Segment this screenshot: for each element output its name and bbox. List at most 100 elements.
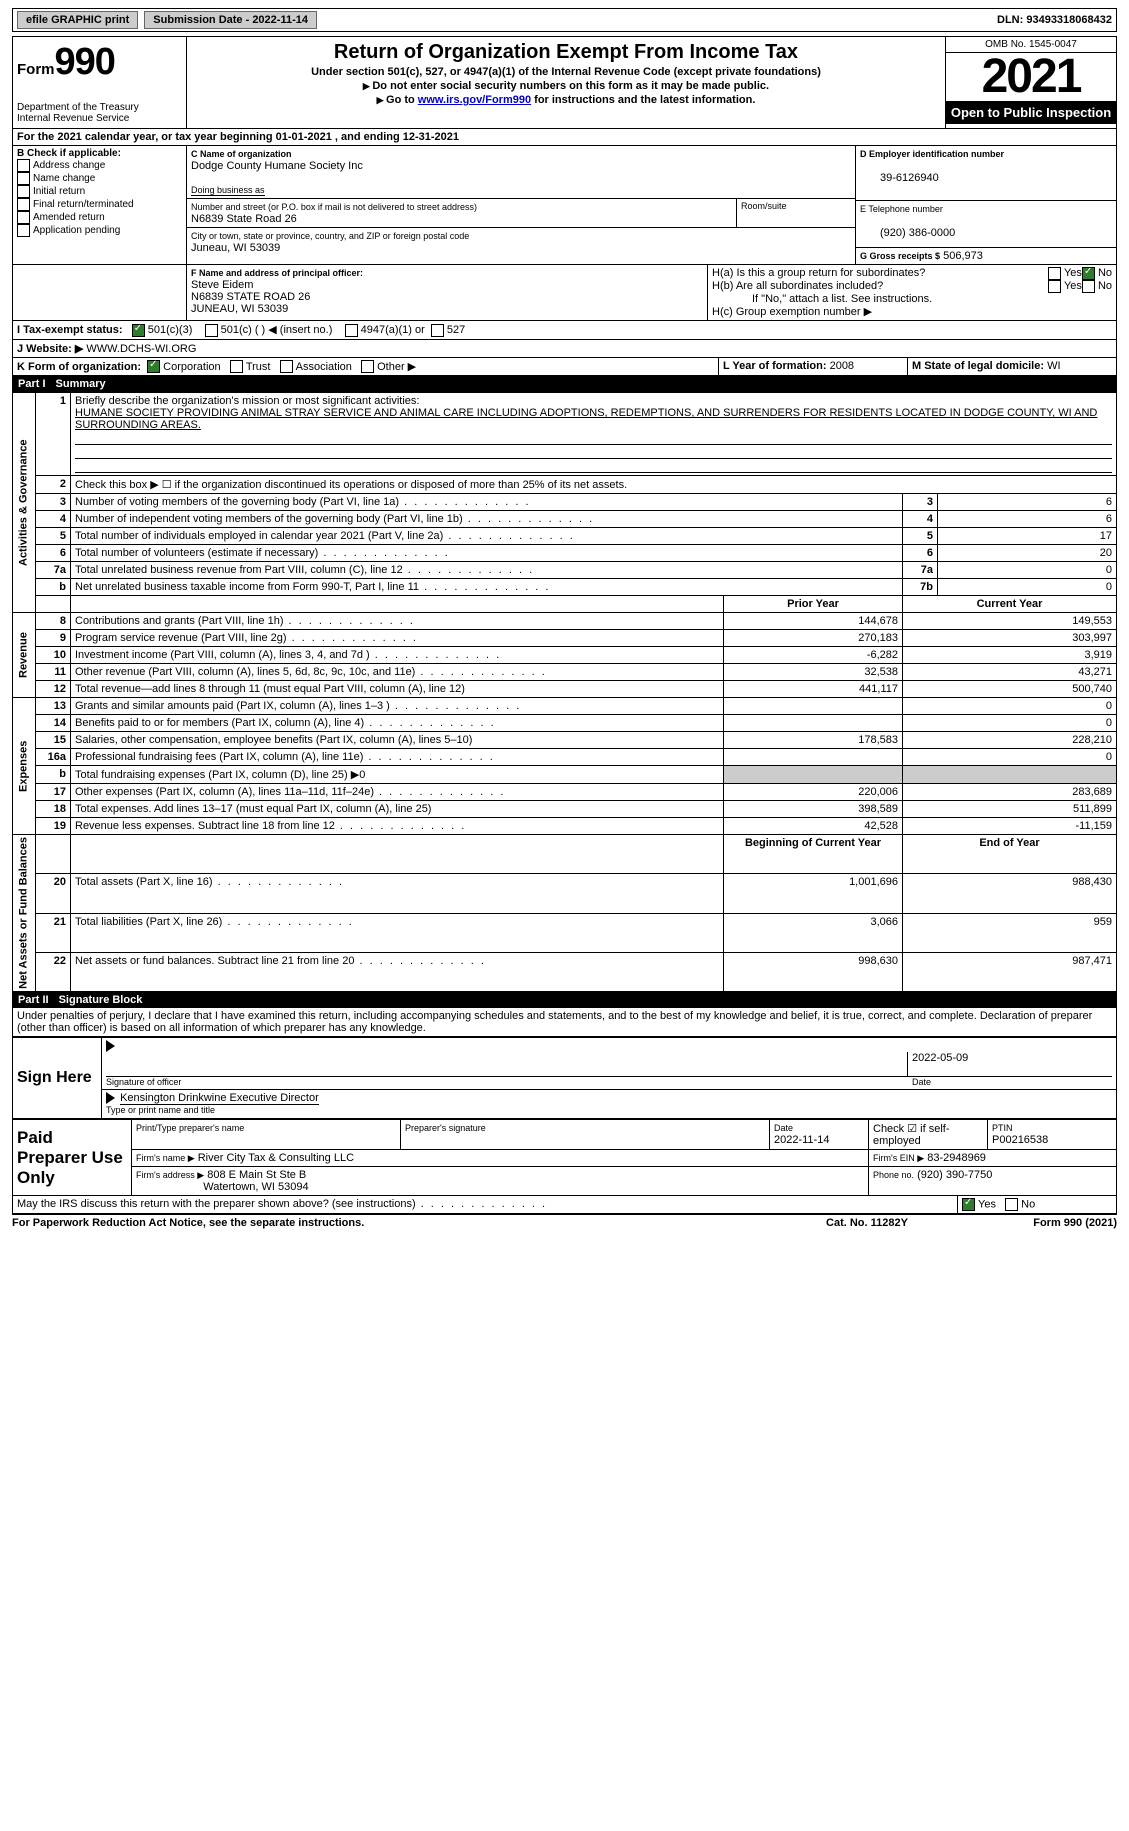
checkbox-initial-return[interactable] [17,185,30,198]
cb-527[interactable] [431,324,444,337]
checkbox-name-change[interactable] [17,172,30,185]
l2-text: Check this box ▶ ☐ if the organization d… [71,476,1117,494]
discuss-yes[interactable] [962,1198,975,1211]
part2-title: Signature Block [59,994,143,1006]
city-label: City or town, state or province, country… [191,231,469,241]
form-number: 990 [55,41,115,83]
subtitle-3a: Go to [386,94,418,106]
checkbox-app-pending[interactable] [17,224,30,237]
room-label: Room/suite [736,199,855,227]
street-value: N6839 State Road 26 [191,213,297,225]
ha-label: H(a) Is this a group return for subordin… [712,267,1048,280]
part1-bar: Part I Summary [12,376,1117,392]
l22: Net assets or fund balances. Subtract li… [71,952,724,991]
firm-ein-label: Firm's EIN ▶ [873,1153,924,1163]
sig-date-label: Date [912,1077,1112,1087]
l7a-val: 0 [938,562,1117,579]
footer-left: For Paperwork Reduction Act Notice, see … [12,1217,767,1229]
org-name: Dodge County Humane Society Inc [191,160,363,172]
l10: Investment income (Part VIII, column (A)… [71,647,724,664]
part2-label: Part II [18,994,59,1006]
firm-addr2: Watertown, WI 53094 [203,1181,308,1193]
officer-name-title: Kensington Drinkwine Executive Director [120,1092,319,1105]
cb-assoc[interactable] [280,360,293,373]
checkbox-final-return[interactable] [17,198,30,211]
sig-date-val: 2022-05-09 [907,1052,1112,1077]
checkbox-amended[interactable] [17,211,30,224]
l16b: Total fundraising expenses (Part IX, col… [71,766,724,784]
prep-date-label: Date [774,1123,793,1133]
l3: Number of voting members of the governin… [71,494,903,511]
hb-yes[interactable] [1048,280,1061,293]
phone-label: E Telephone number [860,204,943,214]
l11: Other revenue (Part VIII, column (A), li… [71,664,724,681]
officer-name: Steve Eidem [191,279,253,291]
ein-label: D Employer identification number [860,149,1004,159]
footer-mid: Cat. No. 11282Y [767,1217,967,1229]
l8: Contributions and grants (Part VIII, lin… [71,613,724,630]
l5-val: 17 [938,528,1117,545]
firm-ein: 83-2948969 [927,1152,986,1164]
city-value: Juneau, WI 53039 [191,242,280,254]
checkbox-address-change[interactable] [17,159,30,172]
firm-addr1: 808 E Main St Ste B [207,1169,306,1181]
hdr-current-year: Current Year [903,596,1117,613]
hb-no[interactable] [1082,280,1095,293]
footer-right: Form 990 (2021) [967,1217,1117,1229]
hc-label: H(c) Group exemption number ▶ [712,305,1112,318]
form-label: Form [17,61,55,78]
cb-corp[interactable] [147,360,160,373]
cb-501c[interactable] [205,324,218,337]
box-b-label: B Check if applicable: [17,148,121,159]
firm-name-label: Firm's name ▶ [136,1153,195,1163]
cb-trust[interactable] [230,360,243,373]
l6-val: 20 [938,545,1117,562]
dept-line1: Department of the Treasury [17,102,182,113]
ha-no[interactable] [1082,267,1095,280]
declaration: Under penalties of perjury, I declare th… [12,1008,1117,1037]
l17: Other expenses (Part IX, column (A), lin… [71,784,724,801]
ha-yes[interactable] [1048,267,1061,280]
prep-name-label: Print/Type preparer's name [136,1123,244,1133]
l4-val: 6 [938,511,1117,528]
cb-4947[interactable] [345,324,358,337]
l20: Total assets (Part X, line 16) [71,874,724,913]
tax-status-label: I Tax-exempt status: [17,324,123,336]
l15: Salaries, other compensation, employee b… [71,732,724,749]
submission-date-button[interactable]: Submission Date - 2022-11-14 [144,11,317,29]
cb-other[interactable] [361,360,374,373]
discuss-no[interactable] [1005,1198,1018,1211]
hb-note: If "No," attach a list. See instructions… [752,293,1112,305]
l19: Revenue less expenses. Subtract line 18 … [71,818,724,835]
officer-addr1: N6839 STATE ROAD 26 [191,291,310,303]
type-print-label: Type or print name and title [106,1105,215,1115]
page-footer: For Paperwork Reduction Act Notice, see … [12,1214,1117,1229]
gross-label: G Gross receipts $ [860,251,940,261]
l21: Total liabilities (Part X, line 26) [71,913,724,952]
sign-here-label: Sign Here [13,1038,102,1119]
paid-preparer-table: Paid Preparer Use Only Print/Type prepar… [12,1119,1117,1196]
efile-button[interactable]: efile GRAPHIC print [17,11,138,29]
paid-preparer-label: Paid Preparer Use Only [13,1120,132,1196]
irs-link[interactable]: www.irs.gov/Form990 [418,94,531,106]
firm-addr-label: Firm's address ▶ [136,1170,204,1180]
dept-line2: Internal Revenue Service [17,113,182,124]
firm-name: River City Tax & Consulting LLC [198,1152,354,1164]
l7a: Total unrelated business revenue from Pa… [71,562,903,579]
form-header: Form990 Department of the Treasury Inter… [12,36,1117,129]
cb-501c3[interactable] [132,324,145,337]
hdr-end-year: End of Year [903,835,1117,874]
part1-title: Summary [56,378,106,390]
vtab-expenses: Expenses [13,698,36,835]
form-org-label: K Form of organization: [17,361,141,373]
street-label: Number and street (or P.O. box if mail i… [191,202,477,212]
l18: Total expenses. Add lines 13–17 (must eq… [71,801,724,818]
ptin-label: PTIN [992,1123,1013,1133]
hdr-begin-year: Beginning of Current Year [724,835,903,874]
tax-year: 2021 [946,53,1116,101]
subtitle-3b: for instructions and the latest informat… [531,94,755,106]
form-title: Return of Organization Exempt From Incom… [191,41,941,64]
l9: Program service revenue (Part VIII, line… [71,630,724,647]
l12: Total revenue—add lines 8 through 11 (mu… [71,681,724,698]
hb-label: H(b) Are all subordinates included? [712,280,1048,293]
